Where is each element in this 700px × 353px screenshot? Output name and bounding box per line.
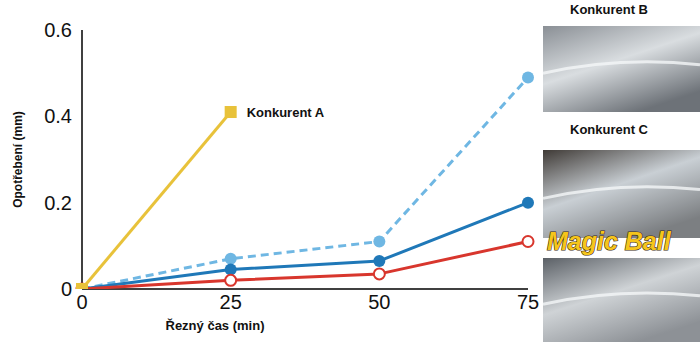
photo-edge [543, 293, 700, 304]
photo [543, 150, 700, 238]
y-tick-label: 0.6 [44, 19, 72, 41]
x-tick-label: 75 [517, 291, 539, 313]
legend-label: Konkurent B [570, 2, 648, 17]
point-marker [76, 283, 88, 289]
point-marker [225, 275, 236, 286]
photo-edge [543, 187, 700, 199]
series-line [82, 77, 528, 289]
point-marker [225, 253, 237, 265]
series-line [82, 242, 528, 289]
x-tick-label: 50 [368, 291, 390, 313]
photo [543, 258, 700, 342]
x-tick-label: 25 [220, 291, 242, 313]
legend-label: Konkurent C [570, 122, 649, 137]
y-tick-label: 0 [61, 278, 72, 300]
point-marker [225, 106, 237, 118]
x-tick-label: 0 [76, 291, 87, 313]
series-label: Konkurent A [247, 105, 325, 120]
chart: 0 0.2 0.4 0.6 0 25 50 75 Řezný čas (min) Opotřebe… [0, 0, 700, 353]
point-marker [373, 255, 385, 267]
point-marker [76, 283, 88, 289]
legend-label: Magic Ball [547, 227, 672, 255]
y-tick-label: 0.4 [44, 105, 72, 127]
series-line [82, 112, 231, 289]
photo-edge [543, 62, 700, 73]
series-line [82, 203, 528, 289]
photo [543, 26, 700, 112]
point-marker [374, 268, 385, 279]
point-marker [225, 264, 237, 276]
x-axis-line [82, 288, 528, 290]
y-tick-label: 0.2 [44, 192, 72, 214]
point-marker [77, 284, 88, 290]
y-axis-line [81, 30, 83, 289]
y-axis-title: Opotřebení (mm) [11, 111, 25, 208]
plot-area [76, 71, 534, 289]
point-marker [523, 236, 534, 247]
point-marker [522, 197, 534, 209]
point-marker [76, 283, 88, 289]
point-marker [522, 71, 534, 83]
x-axis-title: Řezný čas (min) [166, 318, 265, 333]
point-marker [373, 236, 385, 248]
